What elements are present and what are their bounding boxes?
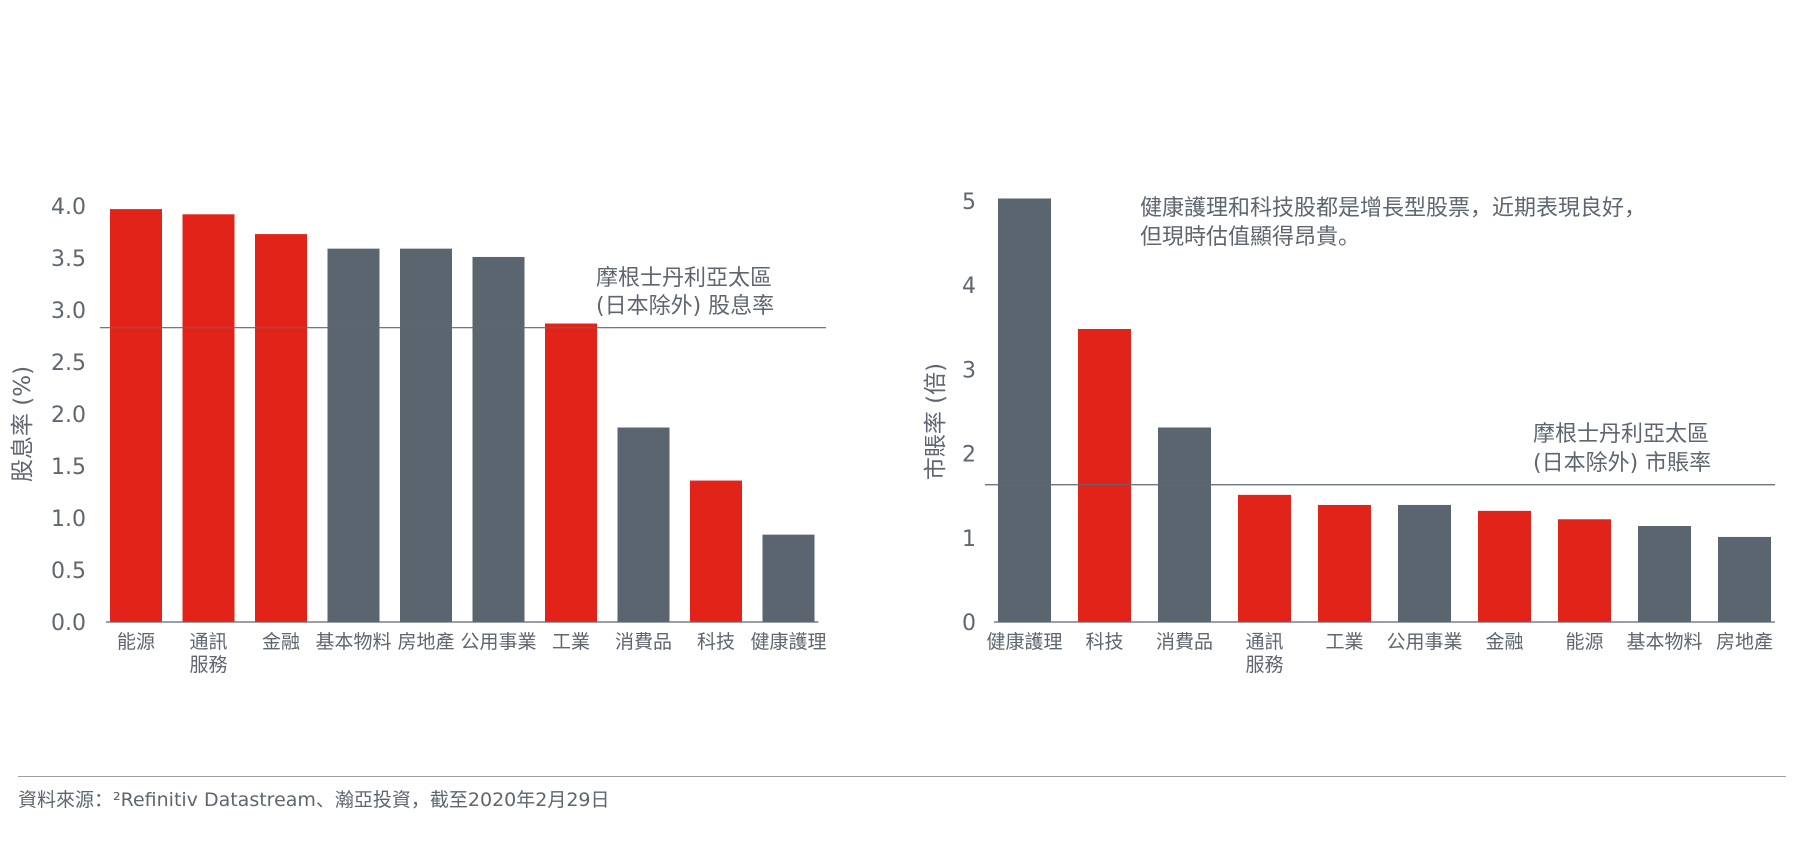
chart1-bar xyxy=(545,323,597,622)
chart1-bar xyxy=(617,427,670,622)
chart2-category-label: 基本物料 xyxy=(1626,631,1702,653)
chart2-bar xyxy=(1318,504,1371,622)
chart1-category-label: 通訊 xyxy=(189,631,227,653)
source-note: 資料來源：²Refinitiv Datastream、瀚亞投資，截至2020年2… xyxy=(18,789,610,811)
chart2-category-label: 消費品 xyxy=(1156,631,1213,653)
chart2-category-label: 能源 xyxy=(1565,631,1603,653)
chart1-bar xyxy=(690,480,742,622)
chart1-category-label: 基本物料 xyxy=(315,631,391,653)
chart1-category-label: 能源 xyxy=(117,631,155,653)
chart2-bar xyxy=(1638,526,1691,622)
chart1-y-tick-label: 1.5 xyxy=(51,455,86,480)
chart1-y-tick-label: 0.5 xyxy=(51,559,86,584)
chart1-y-axis-title: 股息率 (%) xyxy=(10,366,36,482)
chart2-bar xyxy=(1078,328,1131,622)
chart1-category-label: 金融 xyxy=(262,631,300,653)
chart1-category-label: 消費品 xyxy=(615,631,672,653)
chart2-y-tick-label: 1 xyxy=(962,527,976,552)
chart1-category-label: 服務 xyxy=(189,654,227,676)
chart1-y-tick-label: 3.0 xyxy=(51,299,86,324)
chart2-y-tick-label: 3 xyxy=(962,358,976,383)
chart1-bar xyxy=(110,209,162,622)
chart2-y-tick-label: 0 xyxy=(962,611,976,636)
chart2-annotation: 健康護理和科技股都是增長型股票，近期表現良好， xyxy=(1140,196,1646,221)
chart2-category-label: 金融 xyxy=(1485,631,1523,653)
chart1-bar xyxy=(255,234,307,622)
chart1-y-tick-label: 2.5 xyxy=(51,351,86,376)
chart1-y-tick-label: 3.5 xyxy=(51,247,86,272)
chart1-bar xyxy=(400,248,452,622)
chart1-bar xyxy=(327,248,380,622)
chart2-category-label: 服務 xyxy=(1245,654,1283,676)
chart1-y-tick-label: 0.0 xyxy=(51,611,86,636)
footer-divider xyxy=(18,776,1786,777)
chart2-y-tick-label: 5 xyxy=(962,190,976,215)
chart2-bar xyxy=(1558,519,1611,622)
chart2-bar xyxy=(998,198,1051,622)
chart2-bar xyxy=(1718,536,1771,622)
chart1-reference-label: 摩根士丹利亞太區 xyxy=(596,266,772,291)
chart1-bar xyxy=(182,214,235,622)
chart2-category-label: 公用事業 xyxy=(1386,631,1462,653)
chart2-annotation: 但現時估值顯得昂貴。 xyxy=(1140,225,1360,250)
chart2-category-label: 科技 xyxy=(1085,631,1123,653)
chart1-category-label: 科技 xyxy=(697,631,735,653)
chart1-category-label: 健康護理 xyxy=(750,631,826,653)
chart1-bar xyxy=(762,534,815,622)
chart1-category-label: 公用事業 xyxy=(460,631,536,653)
chart2-bar xyxy=(1238,494,1291,622)
chart2-y-tick-label: 4 xyxy=(962,274,976,299)
chart2-reference-label: (日本除外) 市賬率 xyxy=(1533,451,1711,476)
chart1-y-tick-label: 1.0 xyxy=(51,507,86,532)
chart2-y-tick-label: 2 xyxy=(962,443,976,468)
chart1-category-label: 房地產 xyxy=(397,631,454,653)
chart2-category-label: 工業 xyxy=(1325,631,1363,653)
chart1-bar xyxy=(472,256,525,622)
chart2-bar xyxy=(1158,427,1211,622)
chart2-category-label: 健康護理 xyxy=(986,631,1062,653)
chart2-y-axis-title: 市賬率 (倍) xyxy=(923,363,949,480)
chart2-reference-label: 摩根士丹利亞太區 xyxy=(1533,422,1709,447)
chart1-category-label: 工業 xyxy=(552,631,590,653)
chart2-bar xyxy=(1478,510,1531,622)
chart1-reference-label: (日本除外) 股息率 xyxy=(596,294,774,319)
chart2-category-label: 房地產 xyxy=(1716,631,1773,653)
chart1-y-tick-label: 4.0 xyxy=(51,195,86,220)
chart1-y-tick-label: 2.0 xyxy=(51,403,86,428)
chart2-category-label: 通訊 xyxy=(1245,631,1283,653)
chart2-bar xyxy=(1398,504,1451,622)
